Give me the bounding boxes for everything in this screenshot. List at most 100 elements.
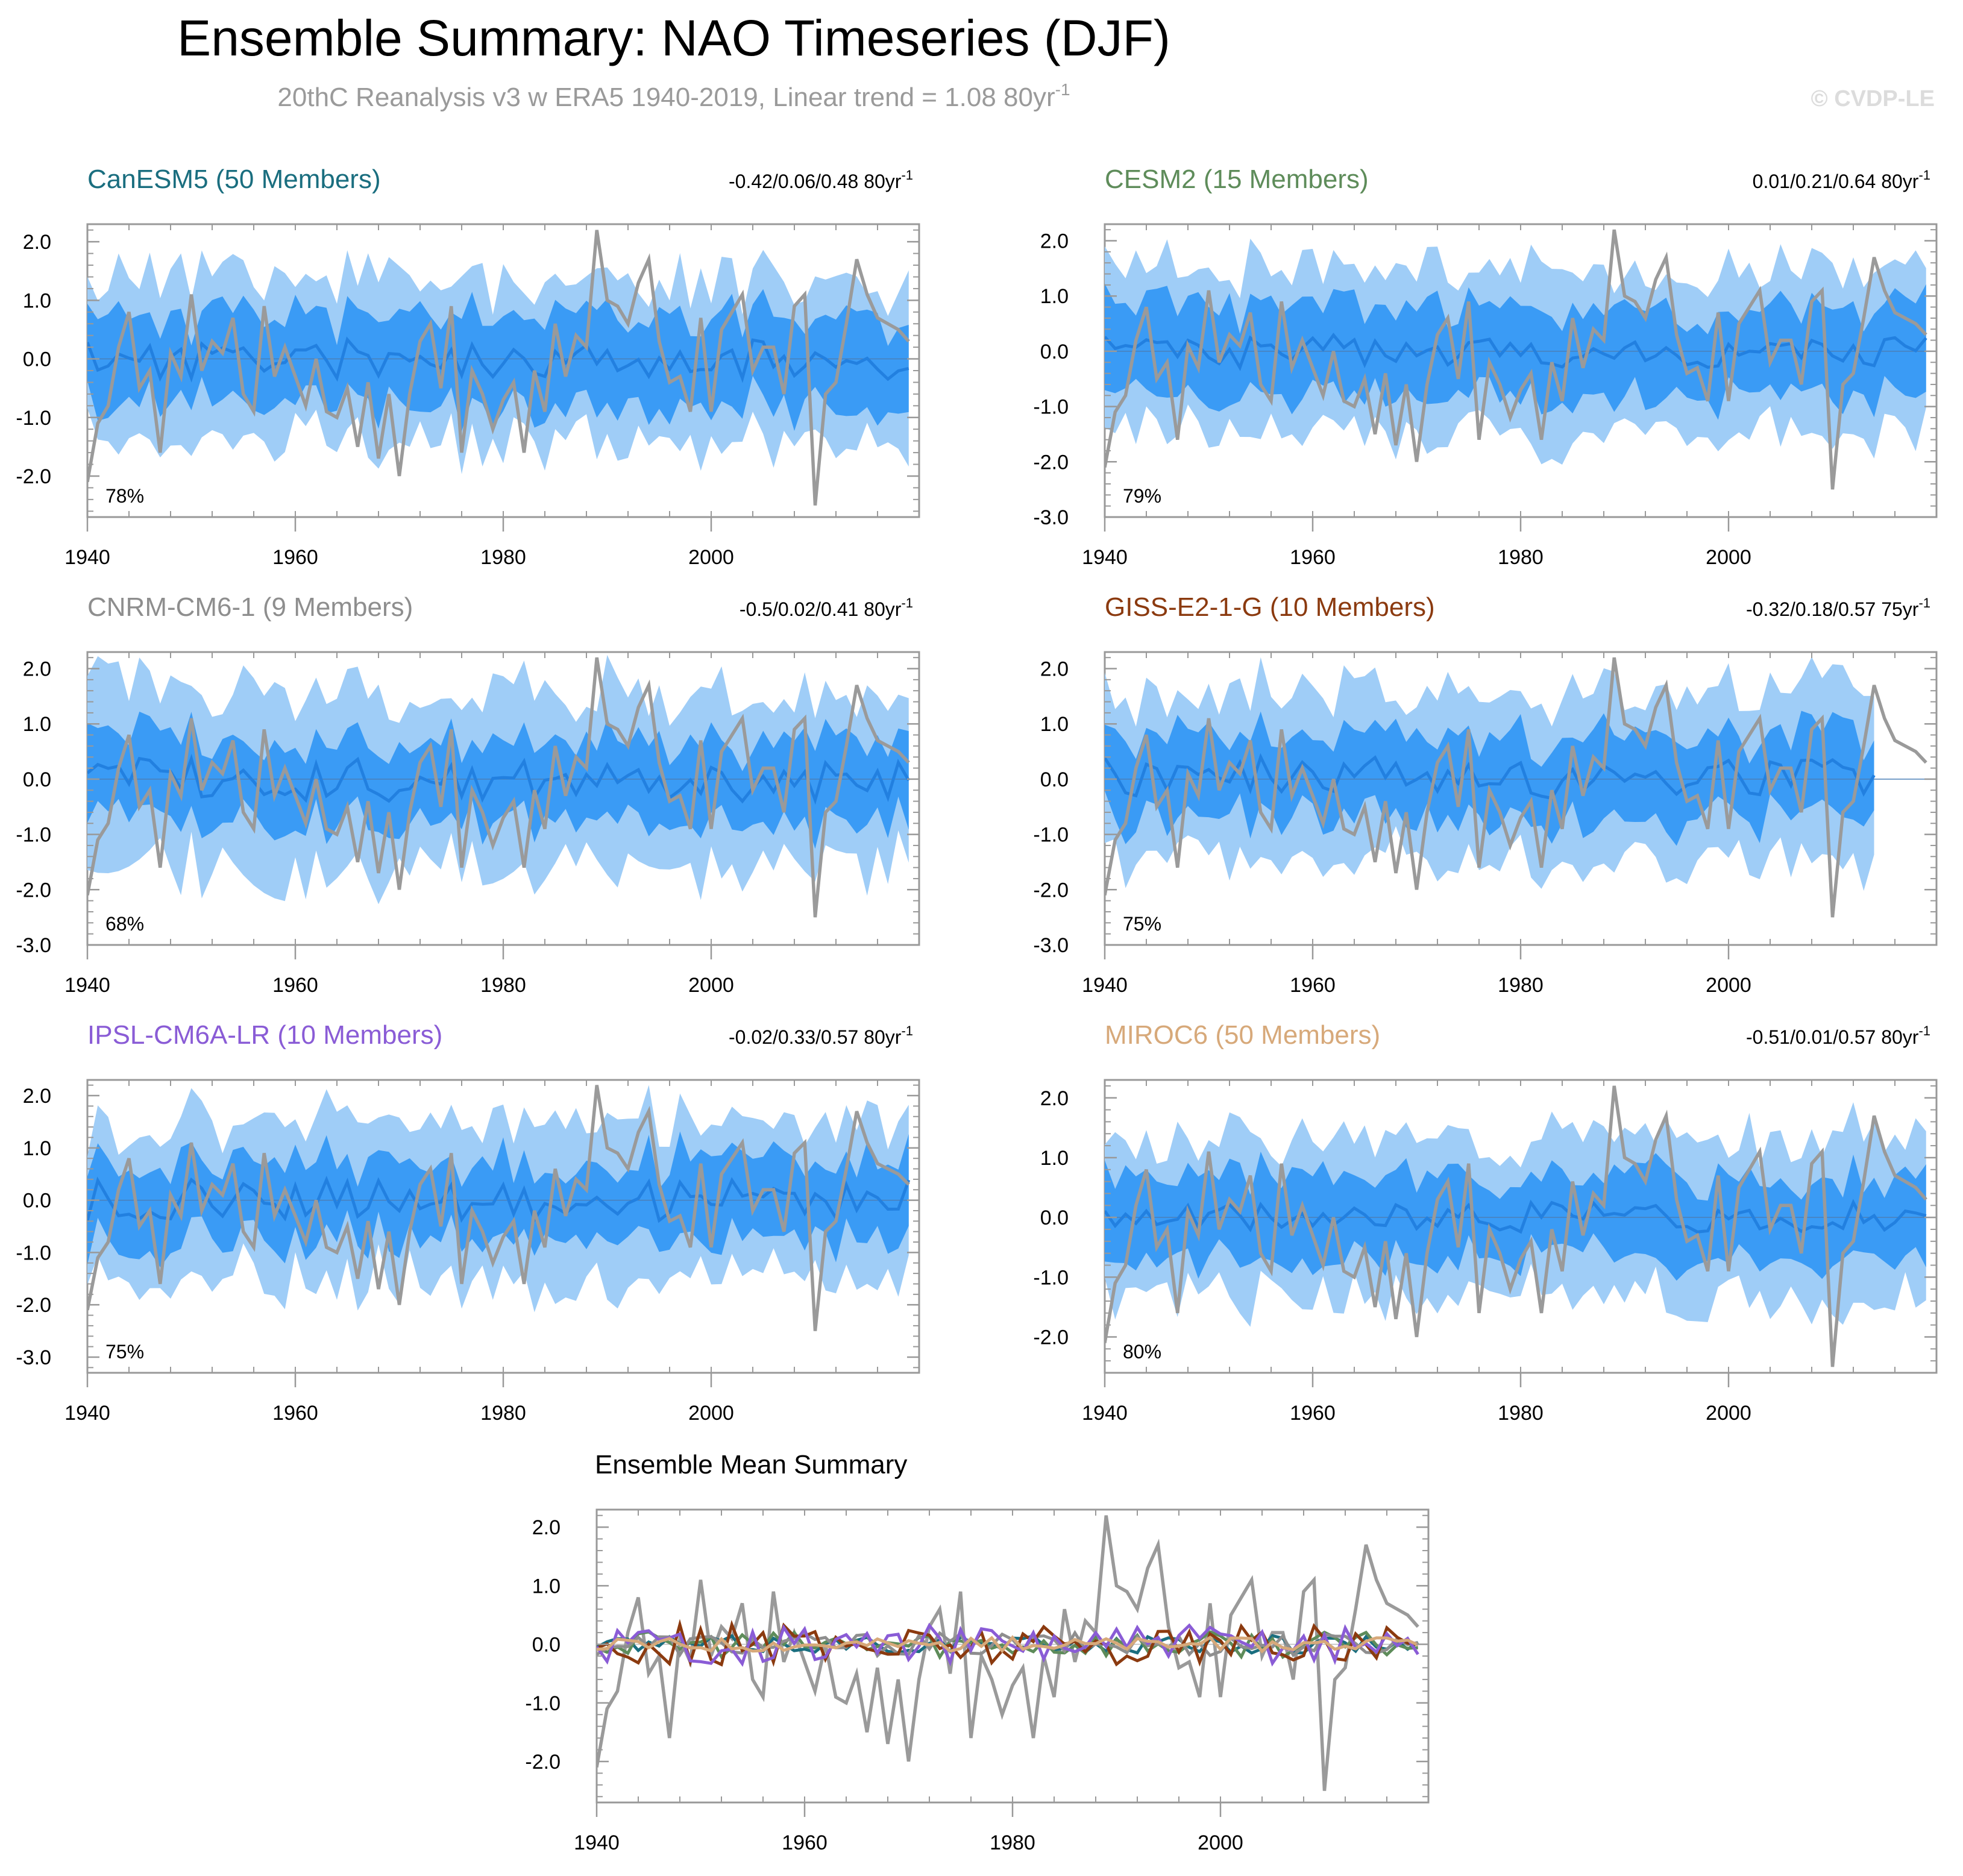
x-tick-label: 1980 <box>990 1831 1035 1854</box>
panel-title: IPSL-CM6A-LR (10 Members) <box>87 1020 442 1050</box>
ensemble-mean-line <box>87 753 910 805</box>
y-tick-label: -1.0 <box>1033 1266 1069 1289</box>
observed-line <box>87 657 910 918</box>
panel-title: CanESM5 (50 Members) <box>87 165 381 194</box>
panel-title: GISS-E2-1-G (10 Members) <box>1105 592 1435 622</box>
x-tick-label: 1960 <box>272 546 318 569</box>
watermark: © CVDP-LE <box>1811 86 1935 111</box>
y-tick-label: 1.0 <box>532 1575 561 1598</box>
x-tick-label: 2000 <box>1706 546 1751 569</box>
x-tick-label: 1960 <box>1290 974 1336 997</box>
y-tick-label: 0.0 <box>23 1190 51 1212</box>
percent-label: 78% <box>105 485 144 507</box>
inner-spread-band <box>87 1131 909 1267</box>
percent-label: 79% <box>1123 485 1161 507</box>
observed-line <box>1105 657 1927 918</box>
y-tick-label: -1.0 <box>16 1241 51 1264</box>
trend-label-text: -0.02/0.33/0.57 80yr <box>729 1026 902 1048</box>
y-tick-label: -1.0 <box>1033 824 1069 847</box>
trend-label-sup: -1 <box>901 595 913 610</box>
figure-subtitle: 20thC Reanalysis v3 w ERA5 1940-2019, Li… <box>277 80 1070 112</box>
y-tick-label: 2.0 <box>23 658 51 681</box>
x-tick-label: 1960 <box>782 1831 828 1854</box>
panel-ensmean: Ensemble Mean Summary 2.0 1.0 0.0 -1.0 -2.0 19… <box>525 1450 1430 1854</box>
x-tick-label: 1960 <box>1290 546 1336 569</box>
y-tick-label: -2.0 <box>16 879 51 902</box>
y-tick-label: 2.0 <box>532 1516 561 1539</box>
y-tick-label: -2.0 <box>1033 879 1069 902</box>
y-tick-label: -1.0 <box>525 1692 561 1715</box>
figure-subtitle-text: 20thC Reanalysis v3 w ERA5 1940-2019, Li… <box>277 83 1055 112</box>
panel-title: Ensemble Mean Summary <box>595 1450 907 1479</box>
y-tick-label: -3.0 <box>1033 934 1069 957</box>
y-tick-label: -2.0 <box>525 1751 561 1774</box>
x-tick-label: 1960 <box>272 1402 318 1425</box>
x-tick-label: 2000 <box>688 974 734 997</box>
panel-giss: GISS-E2-1-G (10 Members) -0.32/0.18/0.57 … <box>1033 592 1938 997</box>
observed-line <box>87 230 910 506</box>
panel-title: CNRM-CM6-1 (9 Members) <box>87 592 413 622</box>
plot-area <box>1105 657 1936 918</box>
x-tick-label: 2000 <box>1706 974 1751 997</box>
y-tick-label: -3.0 <box>1033 506 1069 529</box>
trend-label-sup: -1 <box>901 1023 913 1038</box>
trend-label-text: -0.42/0.06/0.48 80yr <box>729 171 902 192</box>
figure-title: Ensemble Summary: NAO Timeseries (DJF) <box>177 10 1170 66</box>
panel-ipsl: IPSL-CM6A-LR (10 Members) -0.02/0.33/0.57… <box>16 1020 920 1425</box>
ensemble-mean-line <box>1105 1199 1927 1234</box>
y-tick-label: 1.0 <box>1040 285 1069 308</box>
x-tick-label: 2000 <box>1706 1402 1751 1425</box>
trend-label-sup: -1 <box>1918 1023 1930 1038</box>
panel-cesm2: CESM2 (15 Members) 0.01/0.21/0.64 80yr-1 7… <box>1033 165 1938 569</box>
y-tick-label: -1.0 <box>16 407 51 430</box>
trend-label: -0.5/0.02/0.41 80yr-1 <box>740 595 913 620</box>
series-line-miroc6 <box>597 1635 1419 1654</box>
inner-spread-band <box>1105 711 1874 846</box>
x-tick-label: 1940 <box>1082 1402 1128 1425</box>
x-tick-label: 1980 <box>480 974 526 997</box>
y-tick-label: 2.0 <box>23 231 51 254</box>
panel-canesm5: CanESM5 (50 Members) -0.42/0.06/0.48 80yr… <box>16 165 920 569</box>
plot-area <box>1105 1085 1936 1367</box>
observed-line <box>1105 1085 1927 1367</box>
y-tick-label: -2.0 <box>16 1294 51 1317</box>
y-tick-label: -3.0 <box>16 934 51 957</box>
y-tick-label: 0.0 <box>1040 768 1069 791</box>
plot-area <box>597 1515 1428 1791</box>
x-tick-label: 2000 <box>688 1402 734 1425</box>
y-tick-label: -2.0 <box>16 465 51 488</box>
ensemble-mean-line <box>1105 753 1876 800</box>
y-tick-label: 2.0 <box>1040 1087 1069 1110</box>
y-tick-label: 1.0 <box>23 1137 51 1160</box>
trend-label-text: -0.51/0.01/0.57 80yr <box>1746 1026 1919 1048</box>
x-tick-label: 2000 <box>1198 1831 1243 1854</box>
inner-spread-band <box>87 289 909 431</box>
y-tick-label: -1.0 <box>1033 396 1069 419</box>
trend-label-text: 0.01/0.21/0.64 80yr <box>1753 171 1919 192</box>
plot-area <box>87 1085 919 1331</box>
y-tick-label: 0.0 <box>1040 1206 1069 1229</box>
x-tick-label: 1980 <box>480 546 526 569</box>
inner-spread-band <box>1105 1151 1926 1281</box>
plot-area <box>87 230 919 506</box>
trend-label: -0.42/0.06/0.48 80yr-1 <box>729 168 913 192</box>
x-tick-label: 1980 <box>1498 974 1544 997</box>
y-tick-label: 2.0 <box>23 1085 51 1108</box>
trend-label-text: -0.5/0.02/0.41 80yr <box>740 598 902 620</box>
x-tick-label: 2000 <box>688 546 734 569</box>
x-tick-label: 1940 <box>64 1402 110 1425</box>
y-tick-label: 2.0 <box>1040 658 1069 681</box>
trend-label-sup: -1 <box>1918 168 1930 183</box>
plot-area <box>1105 229 1936 490</box>
x-tick-label: 1940 <box>1082 974 1128 997</box>
ensemble-mean-line <box>1105 333 1927 371</box>
y-tick-label: 0.0 <box>23 768 51 791</box>
x-tick-label: 1980 <box>1498 1402 1544 1425</box>
figure-subtitle-sup: -1 <box>1055 80 1070 99</box>
y-tick-label: 1.0 <box>1040 1147 1069 1170</box>
y-tick-label: -1.0 <box>16 824 51 847</box>
percent-label: 75% <box>1123 913 1161 935</box>
y-tick-label: -3.0 <box>16 1346 51 1369</box>
y-tick-label: -2.0 <box>1033 1326 1069 1349</box>
